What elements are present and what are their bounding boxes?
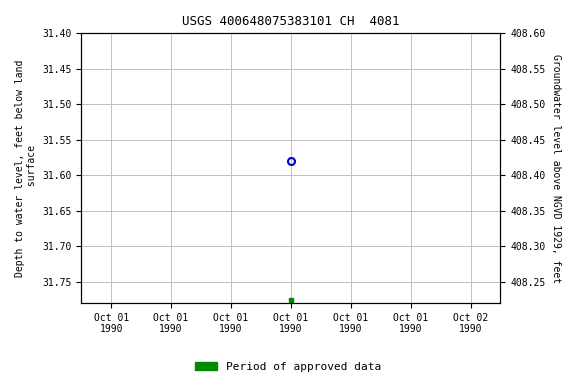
Title: USGS 400648075383101 CH  4081: USGS 400648075383101 CH 4081 xyxy=(182,15,400,28)
Y-axis label: Groundwater level above NGVD 1929, feet: Groundwater level above NGVD 1929, feet xyxy=(551,54,561,283)
Y-axis label: Depth to water level, feet below land
 surface: Depth to water level, feet below land su… xyxy=(15,60,37,277)
Legend: Period of approved data: Period of approved data xyxy=(191,358,385,377)
